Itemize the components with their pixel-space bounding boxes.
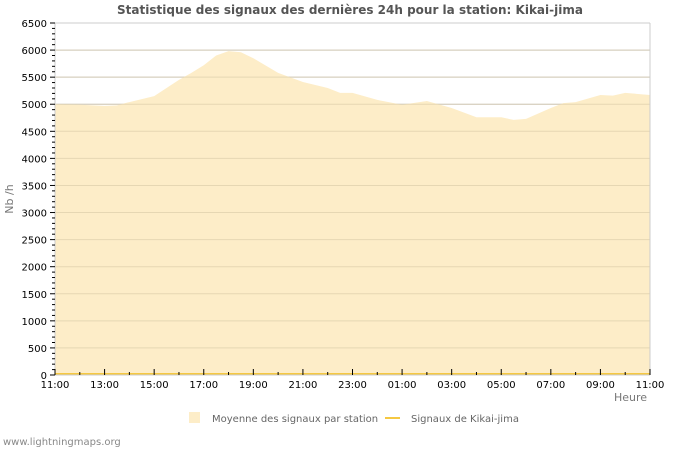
- svg-text:4000: 4000: [22, 154, 47, 165]
- svg-text:13:00: 13:00: [90, 380, 119, 391]
- svg-text:19:00: 19:00: [239, 380, 268, 391]
- svg-text:11:00: 11:00: [41, 380, 70, 391]
- y-axis-label: Nb /h: [3, 184, 16, 213]
- svg-text:4500: 4500: [22, 127, 47, 138]
- svg-text:11:00: 11:00: [636, 380, 665, 391]
- x-axis-ticks: 11:00 13:00 15:00 17:00 19:00 21:00 23:00 01:00…: [41, 369, 665, 391]
- svg-text:5500: 5500: [22, 73, 47, 84]
- svg-text:01:00: 01:00: [388, 380, 417, 391]
- svg-text:03:00: 03:00: [437, 380, 466, 391]
- svg-text:2000: 2000: [22, 263, 47, 274]
- svg-text:1500: 1500: [22, 290, 47, 301]
- svg-text:500: 500: [28, 344, 47, 355]
- svg-text:15:00: 15:00: [140, 380, 169, 391]
- svg-text:21:00: 21:00: [289, 380, 318, 391]
- svg-text:23:00: 23:00: [338, 380, 367, 391]
- svg-text:5000: 5000: [22, 100, 47, 111]
- svg-text:3000: 3000: [22, 209, 47, 220]
- legend-label-average: Moyenne des signaux par station: [212, 414, 378, 425]
- svg-text:2500: 2500: [22, 236, 47, 247]
- svg-text:6500: 6500: [22, 19, 47, 30]
- svg-text:6000: 6000: [22, 46, 47, 57]
- svg-text:05:00: 05:00: [487, 380, 516, 391]
- legend: Moyenne des signaux par station Signaux …: [189, 412, 519, 425]
- average-signals-area: [55, 51, 650, 375]
- chart-title: Statistique des signaux des dernières 24…: [117, 3, 583, 17]
- svg-text:17:00: 17:00: [189, 380, 218, 391]
- svg-text:3500: 3500: [22, 181, 47, 192]
- svg-text:1000: 1000: [22, 317, 47, 328]
- legend-swatch-average: [189, 412, 200, 423]
- axes: [54, 22, 651, 376]
- credit-link[interactable]: www.lightningmaps.org: [3, 437, 121, 448]
- svg-text:0: 0: [41, 371, 47, 382]
- x-axis-label: Heure: [614, 391, 647, 404]
- y-axis-ticks: 0 500 1000 1500 2000 2500 3000 3500 4000 4500 5000…: [22, 19, 55, 382]
- legend-label-station: Signaux de Kikai-jima: [411, 414, 519, 425]
- svg-text:09:00: 09:00: [586, 380, 615, 391]
- svg-text:07:00: 07:00: [536, 380, 565, 391]
